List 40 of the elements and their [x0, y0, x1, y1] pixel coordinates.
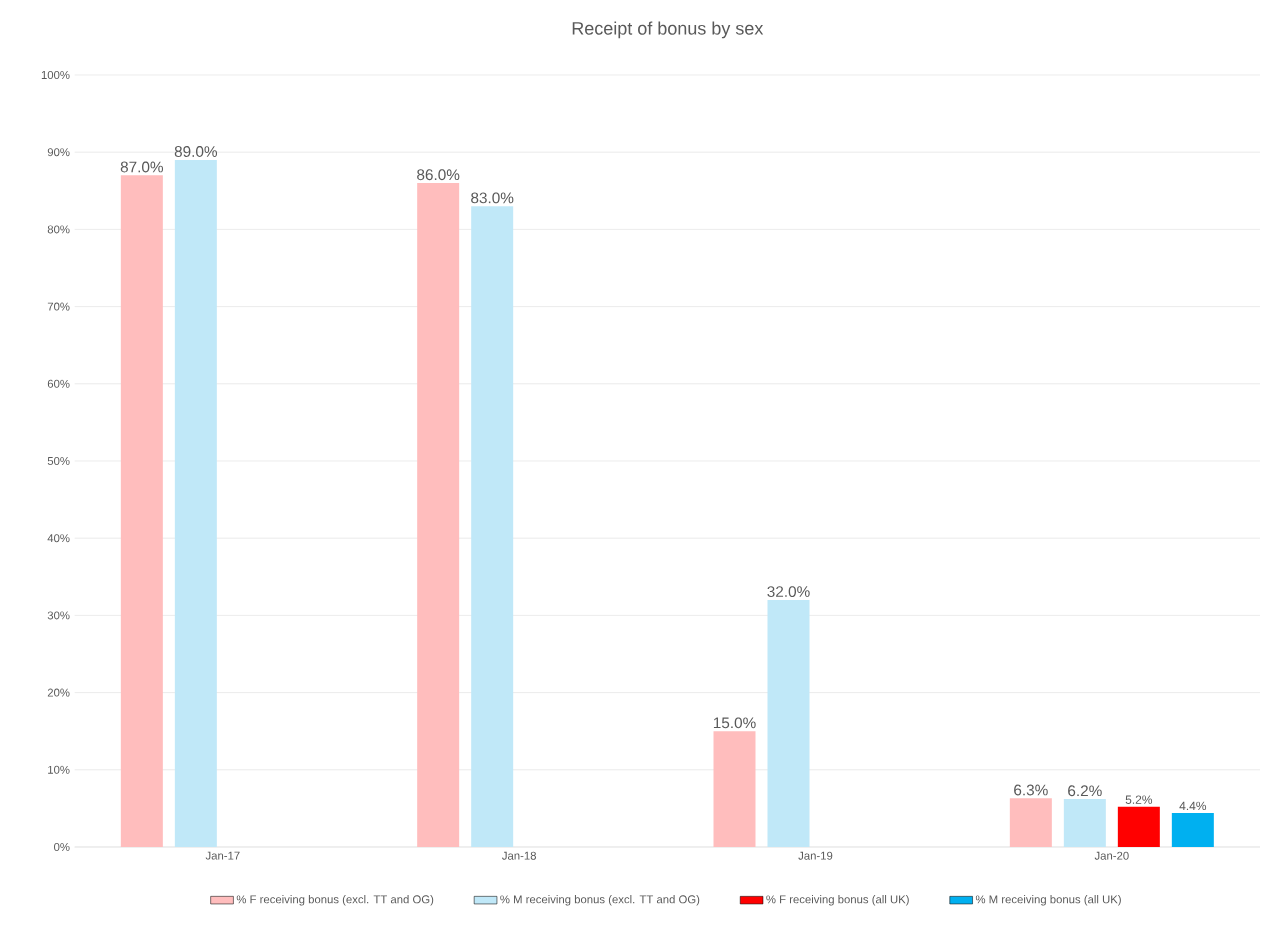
data-label: 5.2%: [1125, 795, 1153, 804]
legend-label: % F receiving bonus (excl. TT and OG): [236, 895, 434, 906]
data-label: 83.0%: [471, 192, 514, 204]
bar: [417, 183, 460, 847]
legend-label: % F receiving bonus (all UK): [766, 895, 909, 906]
x-tick-label: Jan-20: [1094, 851, 1129, 860]
bar: [767, 599, 810, 847]
x-tick-label: Jan-19: [798, 851, 833, 860]
legend-label: % M receiving bonus (all UK): [975, 895, 1121, 906]
bar: [174, 159, 217, 847]
chart-title: Receipt of bonus by sex: [572, 21, 764, 39]
y-tick-label: 30%: [47, 611, 70, 620]
y-tick-label: 20%: [47, 688, 70, 697]
y-tick-label: 10%: [48, 765, 70, 774]
y-tick-label: 0%: [54, 842, 70, 851]
y-tick-label: 90%: [47, 148, 70, 157]
bar: [120, 175, 163, 847]
legend-label: % M receiving bonus (excl. TT and OG): [500, 895, 700, 906]
data-label: 32.0%: [767, 586, 810, 598]
bar: [1009, 798, 1052, 847]
bar: [713, 731, 756, 847]
data-label: 6.3%: [1014, 784, 1048, 796]
data-label: 89.0%: [174, 146, 218, 157]
data-label: 15.0%: [713, 717, 756, 729]
y-tick-label: 100%: [41, 70, 70, 79]
data-label: 87.0%: [120, 161, 164, 173]
data-label: 6.2%: [1068, 785, 1102, 797]
bar: [471, 206, 514, 847]
y-tick-label: 50%: [47, 456, 70, 465]
bar: [1117, 806, 1160, 847]
y-tick-label: 40%: [47, 534, 70, 543]
x-tick-label: Jan-18: [502, 851, 536, 860]
y-tick-label: 60%: [47, 379, 70, 388]
data-label: 4.4%: [1179, 801, 1207, 811]
y-tick-label: 70%: [47, 302, 70, 311]
bar: [1063, 799, 1106, 847]
bar: [1171, 813, 1214, 847]
x-tick-label: Jan-17: [205, 851, 240, 860]
y-tick-label: 80%: [47, 225, 70, 234]
data-label: 86.0%: [417, 169, 460, 181]
